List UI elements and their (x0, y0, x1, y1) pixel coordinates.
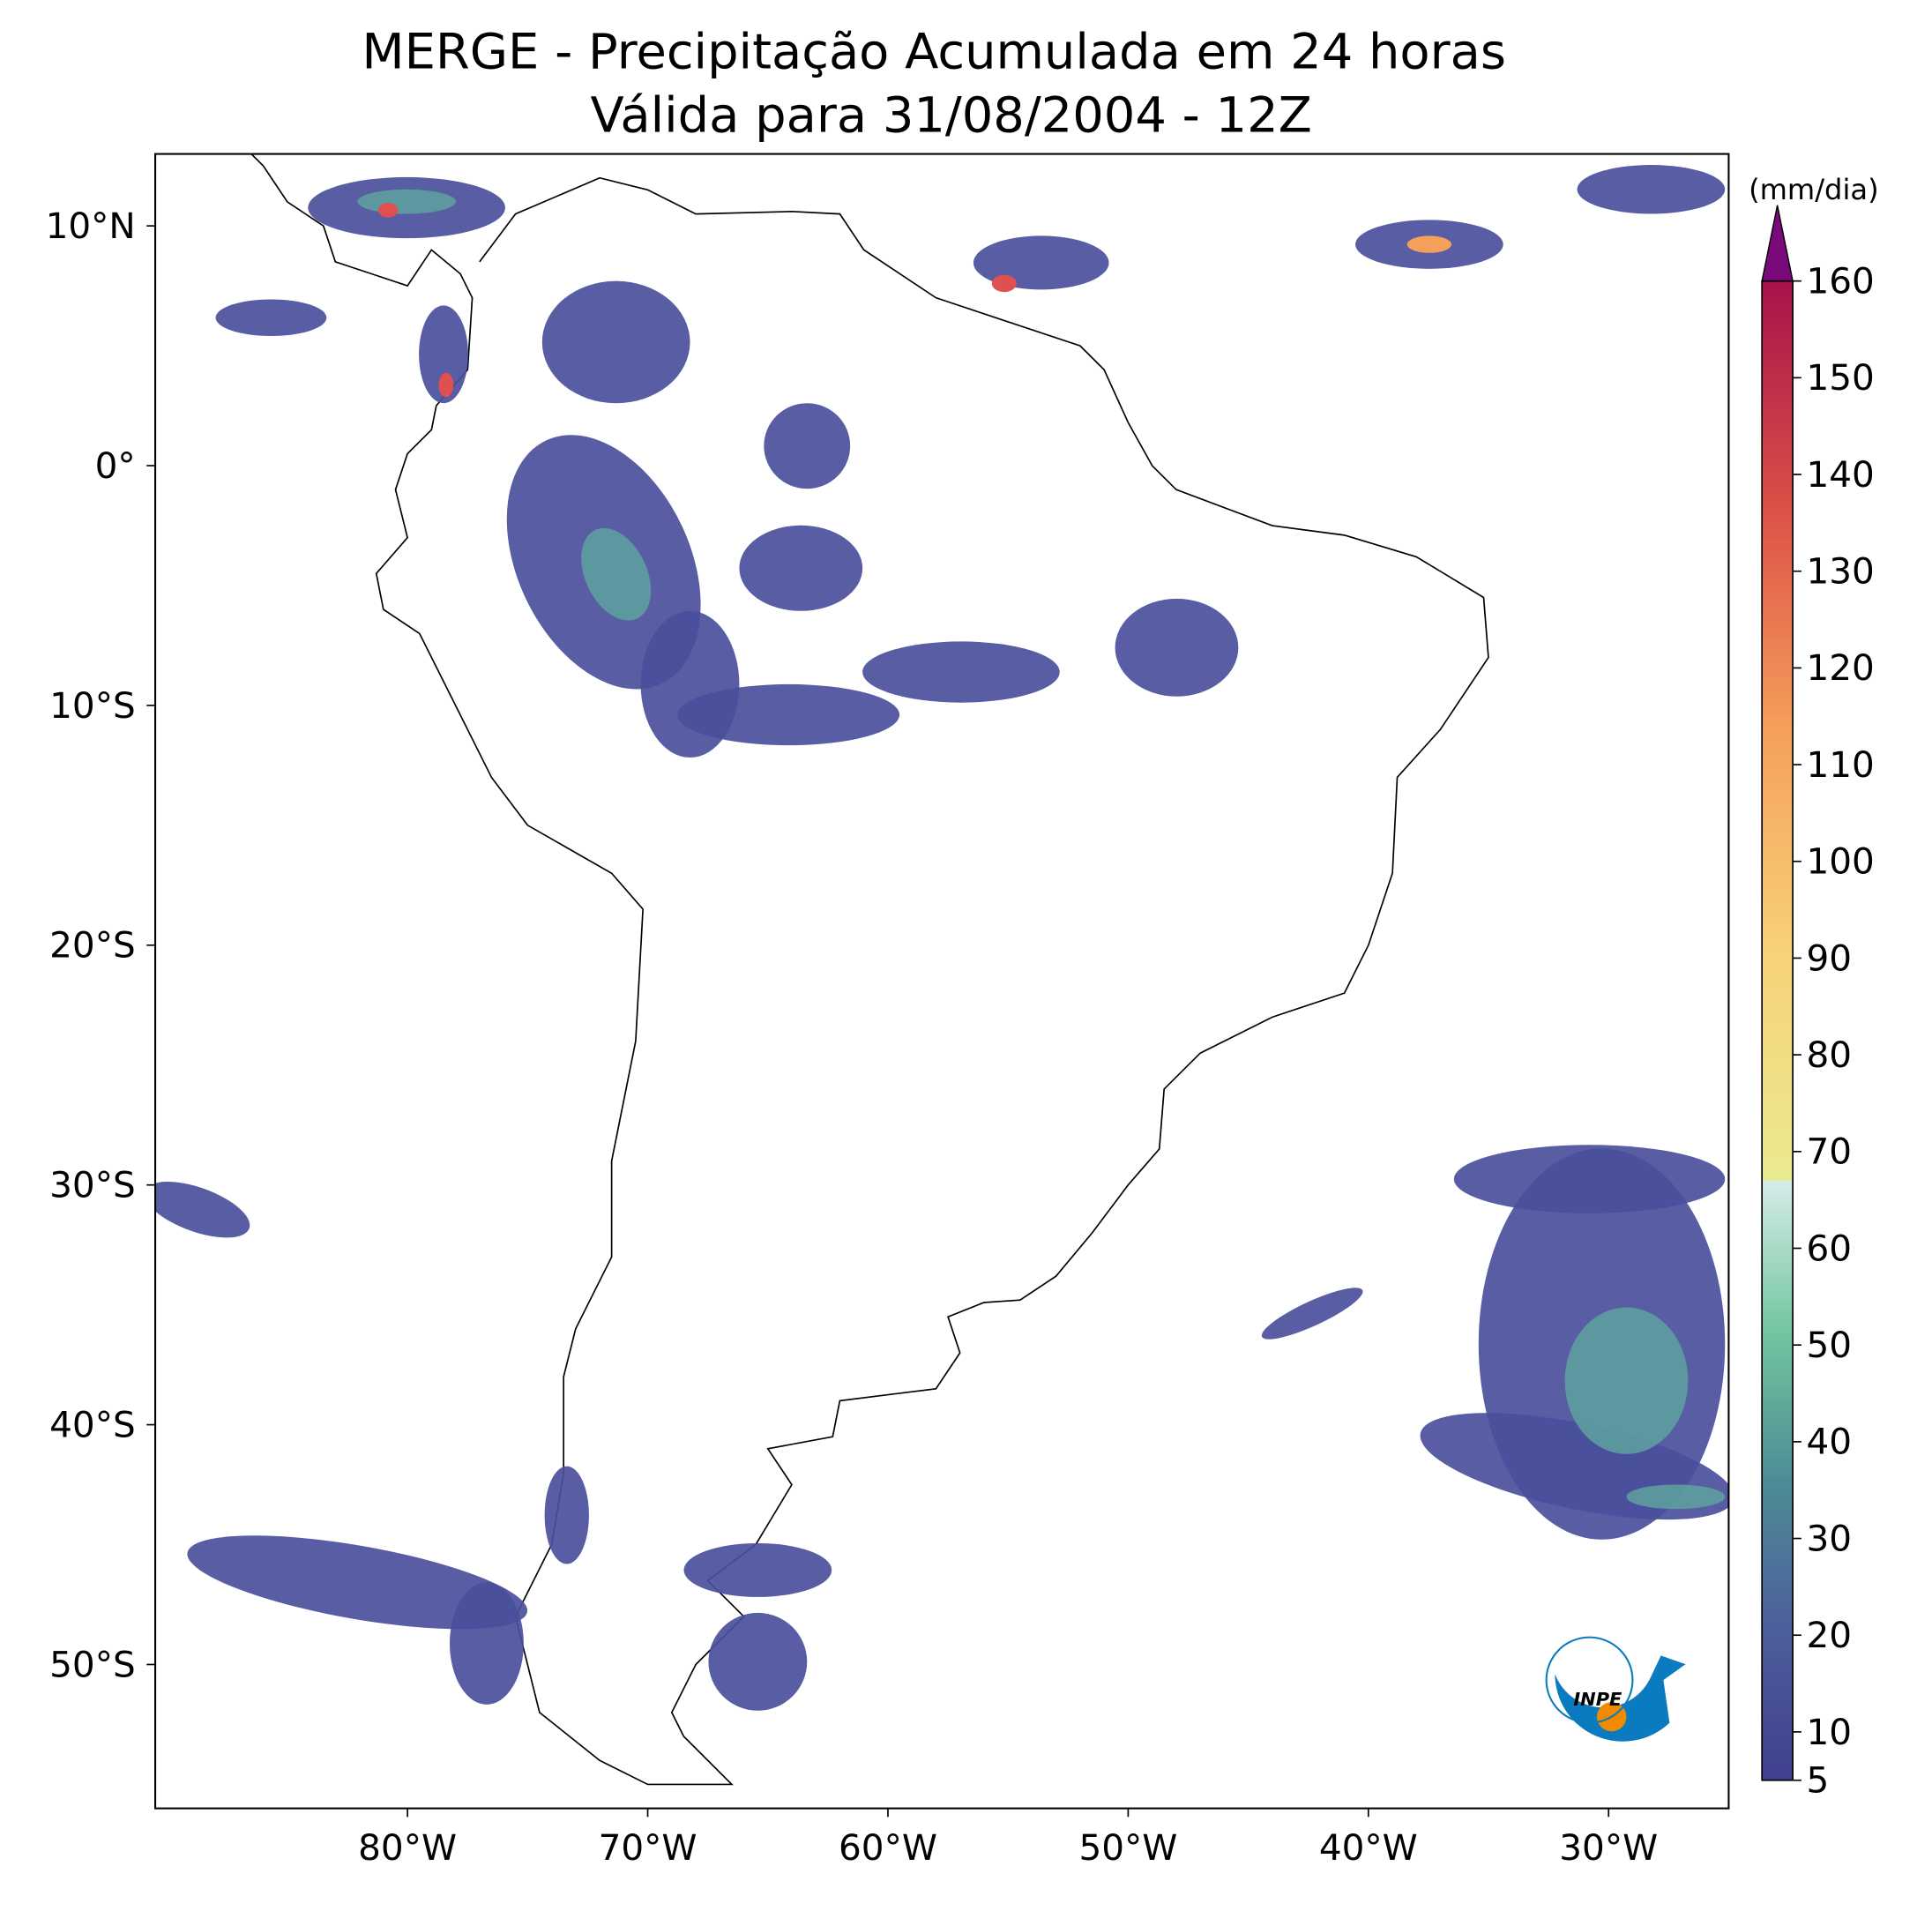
map: INPE (155, 153, 1729, 1786)
precip-area (215, 299, 327, 337)
colorbar-extend (1761, 205, 1794, 282)
precipitation-peak (377, 203, 1452, 398)
precip-area (1453, 1145, 1726, 1213)
x-tick-label: 80°W (358, 1827, 457, 1869)
y-tick-label: 40°S (49, 1405, 136, 1446)
x-tick-label: 40°W (1319, 1827, 1418, 1869)
logo-text: INPE (1573, 1689, 1622, 1710)
colorbar-tick-label: 20 (1806, 1615, 1852, 1656)
colorbar-tick-label: 70 (1806, 1131, 1852, 1173)
precip-area (1564, 1307, 1689, 1454)
coastline (250, 153, 1489, 1786)
precip-area (764, 403, 851, 489)
precip-area (1406, 235, 1452, 253)
precip-area (377, 203, 399, 218)
precipitation-high (357, 189, 1726, 1510)
colorbar-fill (1762, 280, 1794, 1780)
precip-area (683, 1542, 832, 1597)
precip-area (1626, 1484, 1726, 1510)
colorbar-tick-label: 5 (1806, 1760, 1829, 1802)
y-tick-label: 50°S (49, 1644, 136, 1685)
precip-area (708, 1612, 808, 1711)
colorbar-tick-label: 160 (1806, 261, 1874, 302)
colorbar-frame (1761, 280, 1794, 1781)
x-tick-label: 60°W (839, 1827, 937, 1869)
precip-area (450, 1582, 524, 1705)
colorbar-tick-label: 60 (1806, 1228, 1852, 1270)
precip-area (581, 527, 652, 621)
colorbar-tick-label: 40 (1806, 1422, 1852, 1463)
colorbar: (mm/dia) 5 10 20 30 40 50 60 70 80 90 100 110 120 130… (1749, 173, 1879, 1802)
precip-area (991, 274, 1017, 293)
colorbar-tick-label: 110 (1806, 744, 1874, 786)
precip-area (438, 372, 454, 398)
precip-area (1115, 598, 1239, 697)
precip-area (155, 1182, 250, 1238)
precip-area (739, 525, 863, 611)
x-tick-label: 30°W (1559, 1827, 1658, 1869)
precip-area (187, 1535, 528, 1630)
y-tick-label: 0° (95, 445, 136, 487)
precip-area (357, 189, 457, 214)
colorbar-unit: (mm/dia) (1749, 173, 1879, 206)
colorbar-tick-label: 150 (1806, 357, 1874, 399)
y-tick-label: 10°S (49, 685, 136, 727)
precip-area (1577, 165, 1726, 214)
logo-ring (1545, 1636, 1634, 1724)
precip-area (677, 683, 900, 746)
y-tick-label: 20°S (49, 925, 136, 967)
logo: INPE (1545, 1636, 1686, 1742)
precip-area (544, 1466, 589, 1564)
y-tick-label: 30°S (49, 1165, 136, 1206)
subtitle: Válida para 31/08/2004 - 12Z (591, 87, 1312, 145)
y-tick-label: 10°N (46, 205, 136, 247)
precipitation (155, 165, 1729, 1711)
precip-area (541, 280, 690, 404)
colorbar-tick-label: 80 (1806, 1034, 1852, 1076)
x-tick-label: 50°W (1078, 1827, 1177, 1869)
colorbar-tick-label: 130 (1806, 551, 1874, 593)
map-frame (154, 153, 1730, 1810)
colorbar-tick-label: 30 (1806, 1519, 1852, 1560)
x-tick-label: 70°W (599, 1827, 697, 1869)
precip-area (419, 305, 468, 404)
precip-area (1261, 1288, 1363, 1340)
precip-area (862, 641, 1060, 703)
colorbar-tick-label: 90 (1806, 937, 1852, 979)
logo-arrow (1555, 1655, 1686, 1742)
colorbar-tick-label: 100 (1806, 841, 1874, 883)
colorbar-tick-label: 120 (1806, 647, 1874, 689)
colorbar-tick-label: 50 (1806, 1325, 1852, 1366)
title: MERGE - Precipitação Acumulada em 24 hor… (362, 24, 1506, 81)
colorbar-tick-label: 10 (1806, 1712, 1852, 1753)
colorbar-tick-label: 140 (1806, 454, 1874, 496)
